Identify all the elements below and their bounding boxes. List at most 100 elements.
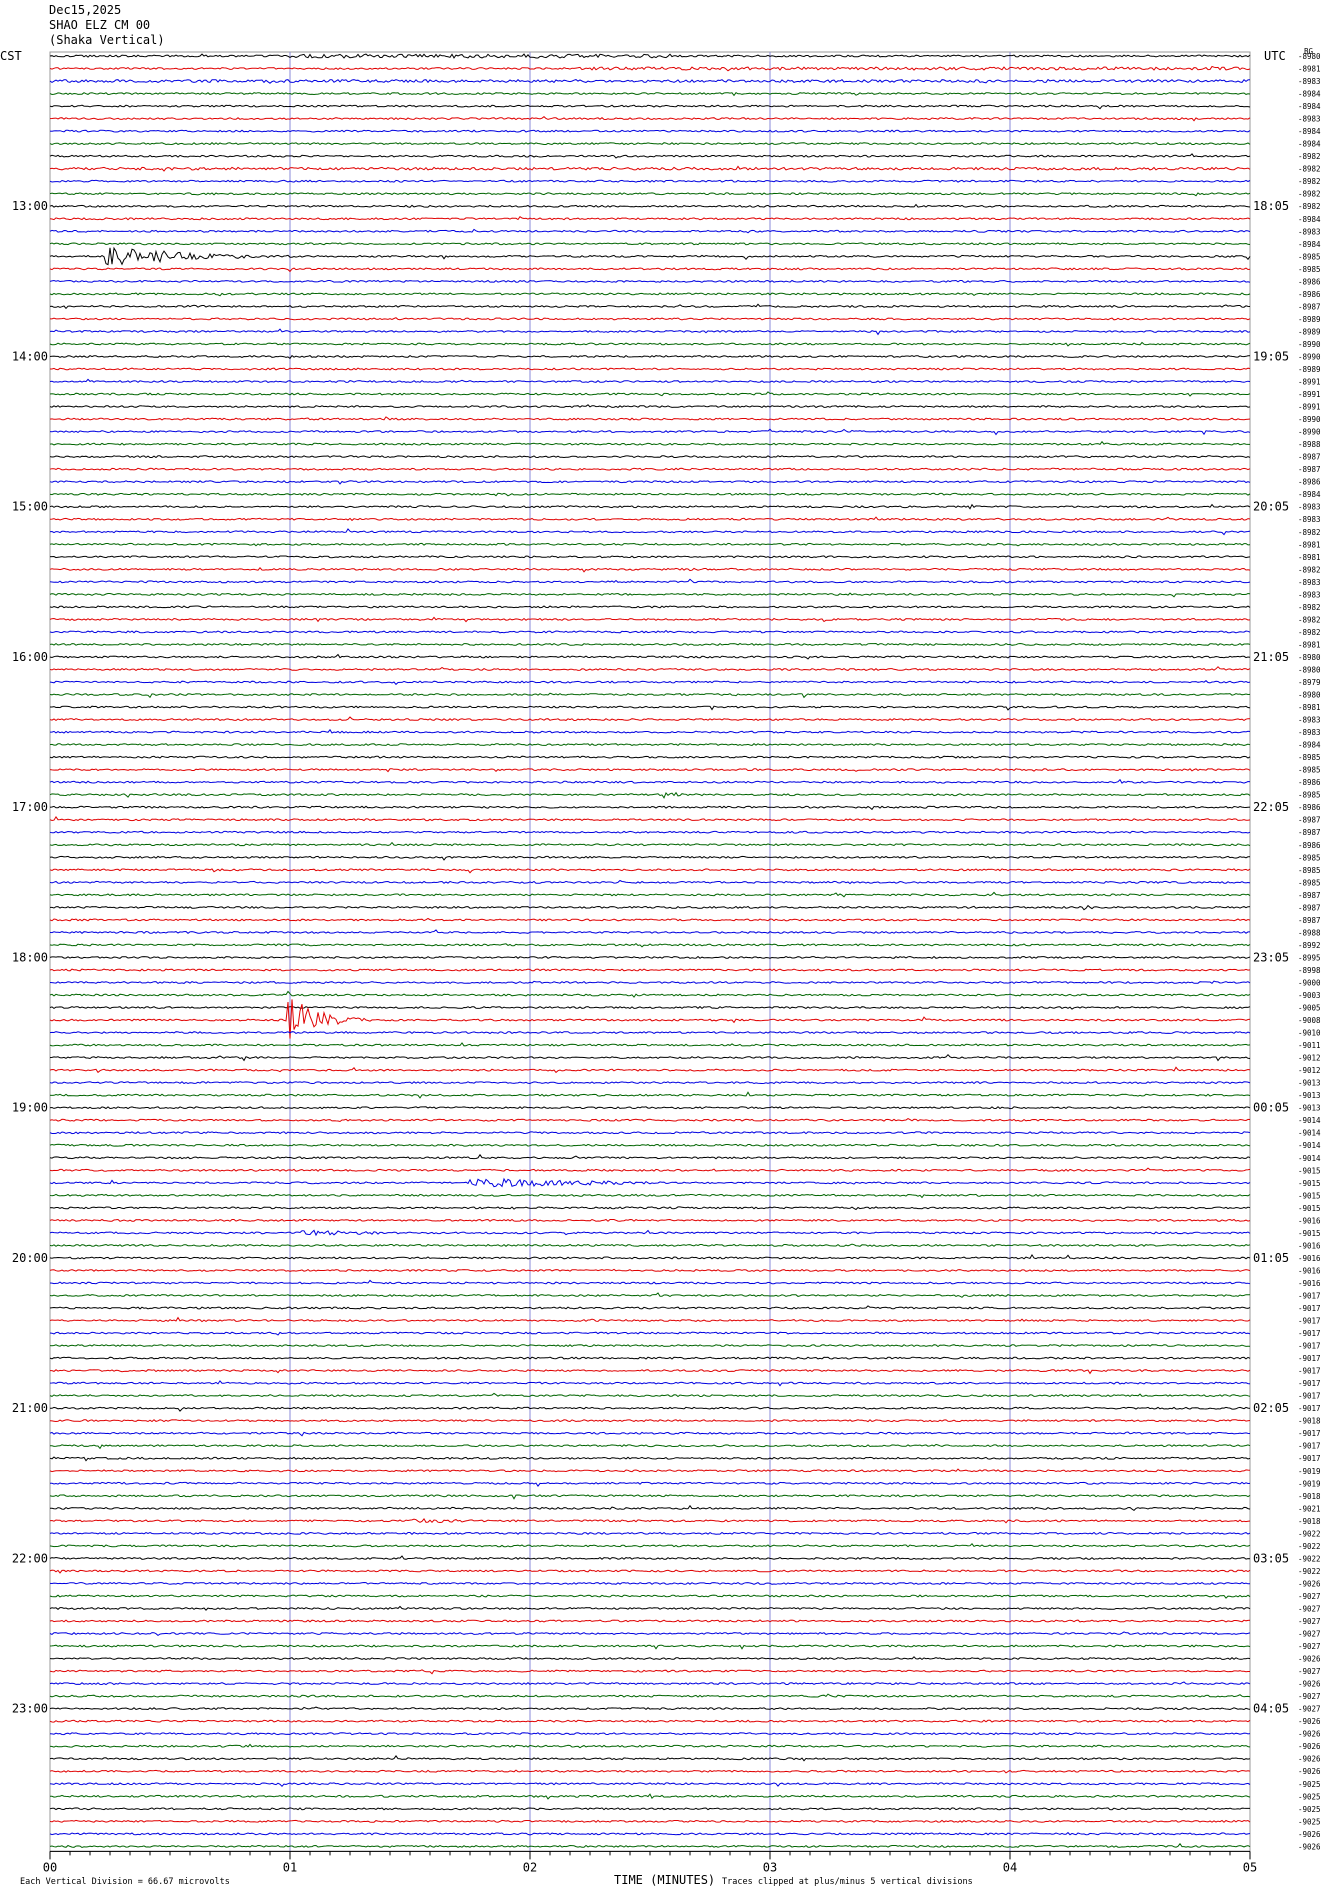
trace — [49, 542, 1251, 547]
station: SHAO ELZ CM 00 — [49, 18, 150, 32]
trace — [49, 1755, 1251, 1762]
trace — [49, 1581, 1250, 1585]
trace — [49, 778, 1251, 784]
utc-hour-label: 22:05 — [1253, 800, 1289, 814]
trace-offset-label: -8981 — [1298, 703, 1321, 712]
trace-offset-label: -8984 — [1298, 102, 1321, 111]
trace-offset-label: -9018 — [1298, 1517, 1321, 1526]
trace — [49, 1631, 1251, 1637]
trace-offset-label: -9015 — [1298, 1166, 1321, 1175]
trace — [49, 1253, 1251, 1260]
x-tick-label: 05 — [1243, 1860, 1257, 1874]
trace-offset-label: -9019 — [1298, 1479, 1321, 1488]
trace-offset-label: -8988 — [1298, 928, 1321, 937]
trace — [49, 791, 1251, 799]
trace — [49, 228, 1251, 234]
trace — [49, 1392, 1251, 1398]
trace-offset-label: -9026 — [1298, 1742, 1321, 1751]
trace — [49, 605, 1251, 609]
trace-offset-label: -9017 — [1298, 1367, 1321, 1376]
trace — [49, 1831, 1251, 1836]
trace-offset-label: -8982 — [1298, 177, 1321, 186]
trace-offset-label: -9027 — [1298, 1692, 1321, 1701]
trace — [49, 455, 1251, 459]
trace — [49, 980, 1251, 985]
trace-offset-label: -9015 — [1298, 1179, 1321, 1188]
trace-offset-label: -8983 — [1298, 578, 1321, 587]
trace-offset-label: -8984 — [1298, 741, 1321, 750]
trace — [49, 1531, 1251, 1535]
cst-hour-label: 13:00 — [12, 199, 48, 213]
trace — [49, 1743, 1251, 1749]
trace — [49, 929, 1250, 934]
trace — [49, 142, 1251, 146]
trace-offset-label: -8981 — [1298, 640, 1321, 649]
trace-offset-label: -8984 — [1298, 127, 1321, 136]
trace-offset-label: -9012 — [1298, 1054, 1321, 1063]
trace — [49, 1605, 1251, 1611]
trace-offset-label: -9027 — [1298, 1630, 1321, 1639]
trace-offset-label: -9014 — [1298, 1141, 1321, 1150]
trace — [49, 768, 1251, 773]
trace — [49, 1153, 1251, 1160]
trace-offset-label: -8986 — [1298, 778, 1321, 787]
x-tick-label: 04 — [1003, 1860, 1017, 1874]
trace-offset-label: -9016 — [1298, 1279, 1321, 1288]
trace-offset-label: -9021 — [1298, 1504, 1321, 1513]
trace-offset-label: -8984 — [1298, 90, 1321, 99]
trace-offset-label: -8987 — [1298, 891, 1321, 900]
trace-offset-label: -8985 — [1298, 265, 1321, 274]
trace-offset-label: -8990 — [1298, 340, 1321, 349]
trace — [49, 879, 1251, 885]
trace-offset-label: -8987 — [1298, 453, 1321, 462]
trace — [49, 1143, 1251, 1147]
trace — [50, 705, 1251, 711]
utc-hour-label: 00:05 — [1253, 1101, 1289, 1115]
trace-offset-label: -8980 — [1298, 52, 1321, 61]
trace — [49, 1206, 1251, 1211]
trace — [49, 391, 1251, 397]
trace — [49, 78, 1251, 84]
trace-offset-label: -8987 — [1298, 302, 1321, 311]
trace-offset-label: -9016 — [1298, 1216, 1321, 1225]
trace — [49, 1305, 1251, 1310]
trace — [49, 716, 1251, 722]
trace-offset-label: -9015 — [1298, 1191, 1321, 1200]
trace-offset-label: -9022 — [1298, 1567, 1321, 1576]
trace-offset-label: -9027 — [1298, 1667, 1321, 1676]
trace-offset-label: -8992 — [1298, 941, 1321, 950]
trace-offset-label: -8983 — [1298, 590, 1321, 599]
trace — [49, 653, 1251, 660]
trace-offset-label: -8990 — [1298, 428, 1321, 437]
trace-offset-label: -8990 — [1298, 415, 1321, 424]
x-tick-label: 01 — [283, 1860, 297, 1874]
trace — [49, 203, 1251, 208]
trace-offset-label: -8980 — [1298, 691, 1321, 700]
trace — [49, 1229, 1251, 1237]
trace-offset-label: -9027 — [1298, 1604, 1321, 1613]
trace — [49, 1468, 1251, 1473]
trace-offset-label: -9014 — [1298, 1129, 1321, 1138]
trace — [49, 242, 1251, 246]
trace-offset-label: -9025 — [1298, 1817, 1321, 1826]
trace-offset-label: -8995 — [1298, 953, 1321, 962]
trace — [49, 1066, 1251, 1074]
trace — [49, 354, 1251, 360]
trace-offset-label: -9013 — [1298, 1079, 1321, 1088]
trace — [49, 616, 1251, 623]
trace-offset-label: -9014 — [1298, 1154, 1321, 1163]
trace — [49, 1081, 1251, 1085]
x-tick-label: 02 — [523, 1860, 537, 1874]
trace-offset-label: -8983 — [1298, 728, 1321, 737]
cst-hour-label: 14:00 — [12, 349, 48, 363]
trace — [49, 279, 1251, 283]
trace-offset-label: -8982 — [1298, 528, 1321, 537]
utc-title: UTC — [1264, 49, 1286, 63]
trace — [49, 1555, 1251, 1560]
trace — [49, 440, 1250, 446]
trace — [49, 1053, 1251, 1062]
trace-offset-label: -8991 — [1298, 390, 1321, 399]
trace — [49, 855, 1251, 861]
trace-offset-label: -9011 — [1298, 1041, 1321, 1050]
trace — [49, 1619, 1251, 1623]
